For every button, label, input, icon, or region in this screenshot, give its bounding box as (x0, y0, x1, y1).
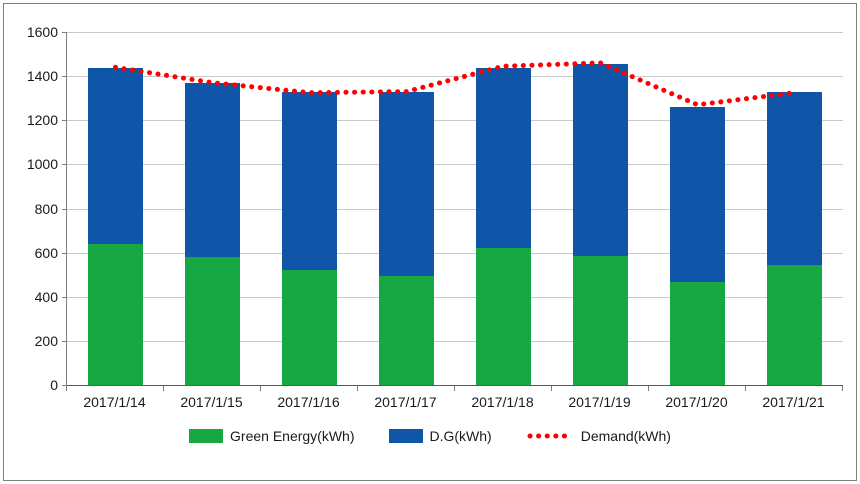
x-axis-tick (551, 386, 552, 391)
x-category-label: 2017/1/17 (374, 394, 437, 410)
y-tick-label: 1400 (26, 68, 58, 85)
y-axis-tick (62, 208, 67, 210)
chart-frame: 0 200 400 600 800 1000 1200 1400 1600 2017/1/14 2… (3, 3, 857, 481)
y-tick-label: 400 (34, 288, 58, 305)
gridline (67, 164, 843, 166)
y-axis-tick (62, 296, 67, 298)
y-tick-label: 0 (50, 377, 58, 393)
y-tick-label: 1000 (26, 156, 58, 173)
x-axis-tick (842, 386, 843, 391)
bars (67, 32, 843, 385)
legend-item-dg: D.G(kWh) (388, 428, 492, 444)
stacked-bar (282, 91, 337, 385)
stacked-bar (379, 91, 434, 385)
x-category-label: 2017/1/14 (83, 394, 146, 410)
y-axis-labels: 0 200 400 600 800 1000 1200 1400 1600 (4, 24, 58, 393)
green-energy-segment (573, 255, 628, 385)
y-axis-tick (62, 252, 67, 254)
legend-item-demand: Demand(kWh) (526, 428, 671, 444)
bar-group (261, 32, 358, 385)
x-axis-tick (66, 386, 67, 391)
dg-segment (573, 64, 628, 256)
x-category-label: 2017/1/20 (665, 394, 728, 410)
y-axis-tick (62, 340, 67, 342)
gridline (67, 32, 843, 33)
x-axis-tick (260, 386, 261, 391)
dg-swatch (388, 429, 423, 443)
stacked-bar (573, 64, 628, 385)
legend-label-green-energy: Green Energy(kWh) (230, 428, 355, 444)
gridline (67, 208, 843, 210)
gridline (67, 252, 843, 254)
x-axis-tick (454, 386, 455, 391)
legend-label-dg: D.G(kWh) (429, 428, 492, 444)
y-tick-label: 1600 (26, 24, 58, 40)
y-axis-tick (62, 164, 67, 166)
dg-segment (476, 68, 531, 249)
stacked-bar (88, 68, 143, 385)
green-energy-segment (476, 248, 531, 385)
plot-area (62, 32, 843, 386)
green-energy-segment (379, 275, 434, 385)
green-energy-segment (670, 282, 725, 385)
y-tick-label: 200 (34, 332, 58, 349)
x-axis-ticks (66, 386, 843, 391)
stacked-bar (476, 68, 531, 385)
gridline (67, 340, 843, 342)
demand-line-sample (527, 433, 573, 439)
legend-label-demand: Demand(kWh) (580, 428, 671, 444)
bar-group (358, 32, 455, 385)
green-energy-segment (767, 264, 822, 385)
y-axis-tick (62, 385, 67, 386)
y-tick-label: 600 (34, 244, 58, 261)
bar-group (649, 32, 746, 385)
x-axis-tick (163, 386, 164, 391)
dg-segment (185, 82, 240, 258)
bar-group (746, 32, 843, 385)
dg-segment (282, 91, 337, 271)
y-axis-tick (62, 76, 67, 78)
dg-segment (88, 68, 143, 244)
green-energy-segment (185, 257, 240, 385)
y-axis-tick (62, 32, 67, 33)
green-energy-segment (88, 243, 143, 385)
stacked-bar (670, 107, 725, 385)
gridline (67, 120, 843, 122)
x-category-label: 2017/1/21 (762, 394, 825, 410)
bar-group (455, 32, 552, 385)
x-category-label: 2017/1/19 (568, 394, 631, 410)
legend-item-green-energy: Green Energy(kWh) (189, 428, 355, 444)
y-tick-label: 800 (34, 200, 58, 217)
stacked-bar (767, 91, 822, 385)
x-axis-tick (745, 386, 746, 391)
dg-segment (670, 107, 725, 283)
x-category-label: 2017/1/16 (277, 394, 340, 410)
x-axis-labels: 2017/1/14 2017/1/15 2017/1/16 2017/1/17 2017… (66, 394, 842, 414)
dg-segment (379, 91, 434, 276)
green-energy-swatch (189, 429, 224, 443)
green-energy-segment (282, 270, 337, 385)
x-axis-tick (357, 386, 358, 391)
y-axis-tick (62, 120, 67, 122)
x-axis-tick (648, 386, 649, 391)
y-tick-label: 1200 (26, 112, 58, 129)
bar-group (164, 32, 261, 385)
bar-group (67, 32, 164, 385)
bar-group (552, 32, 649, 385)
gridline (67, 296, 843, 298)
stacked-bar (185, 82, 240, 385)
legend: Green Energy(kWh) D.G(kWh) Demand(kWh) (4, 428, 856, 444)
x-category-label: 2017/1/15 (180, 394, 243, 410)
dg-segment (767, 91, 822, 265)
x-category-label: 2017/1/18 (471, 394, 534, 410)
